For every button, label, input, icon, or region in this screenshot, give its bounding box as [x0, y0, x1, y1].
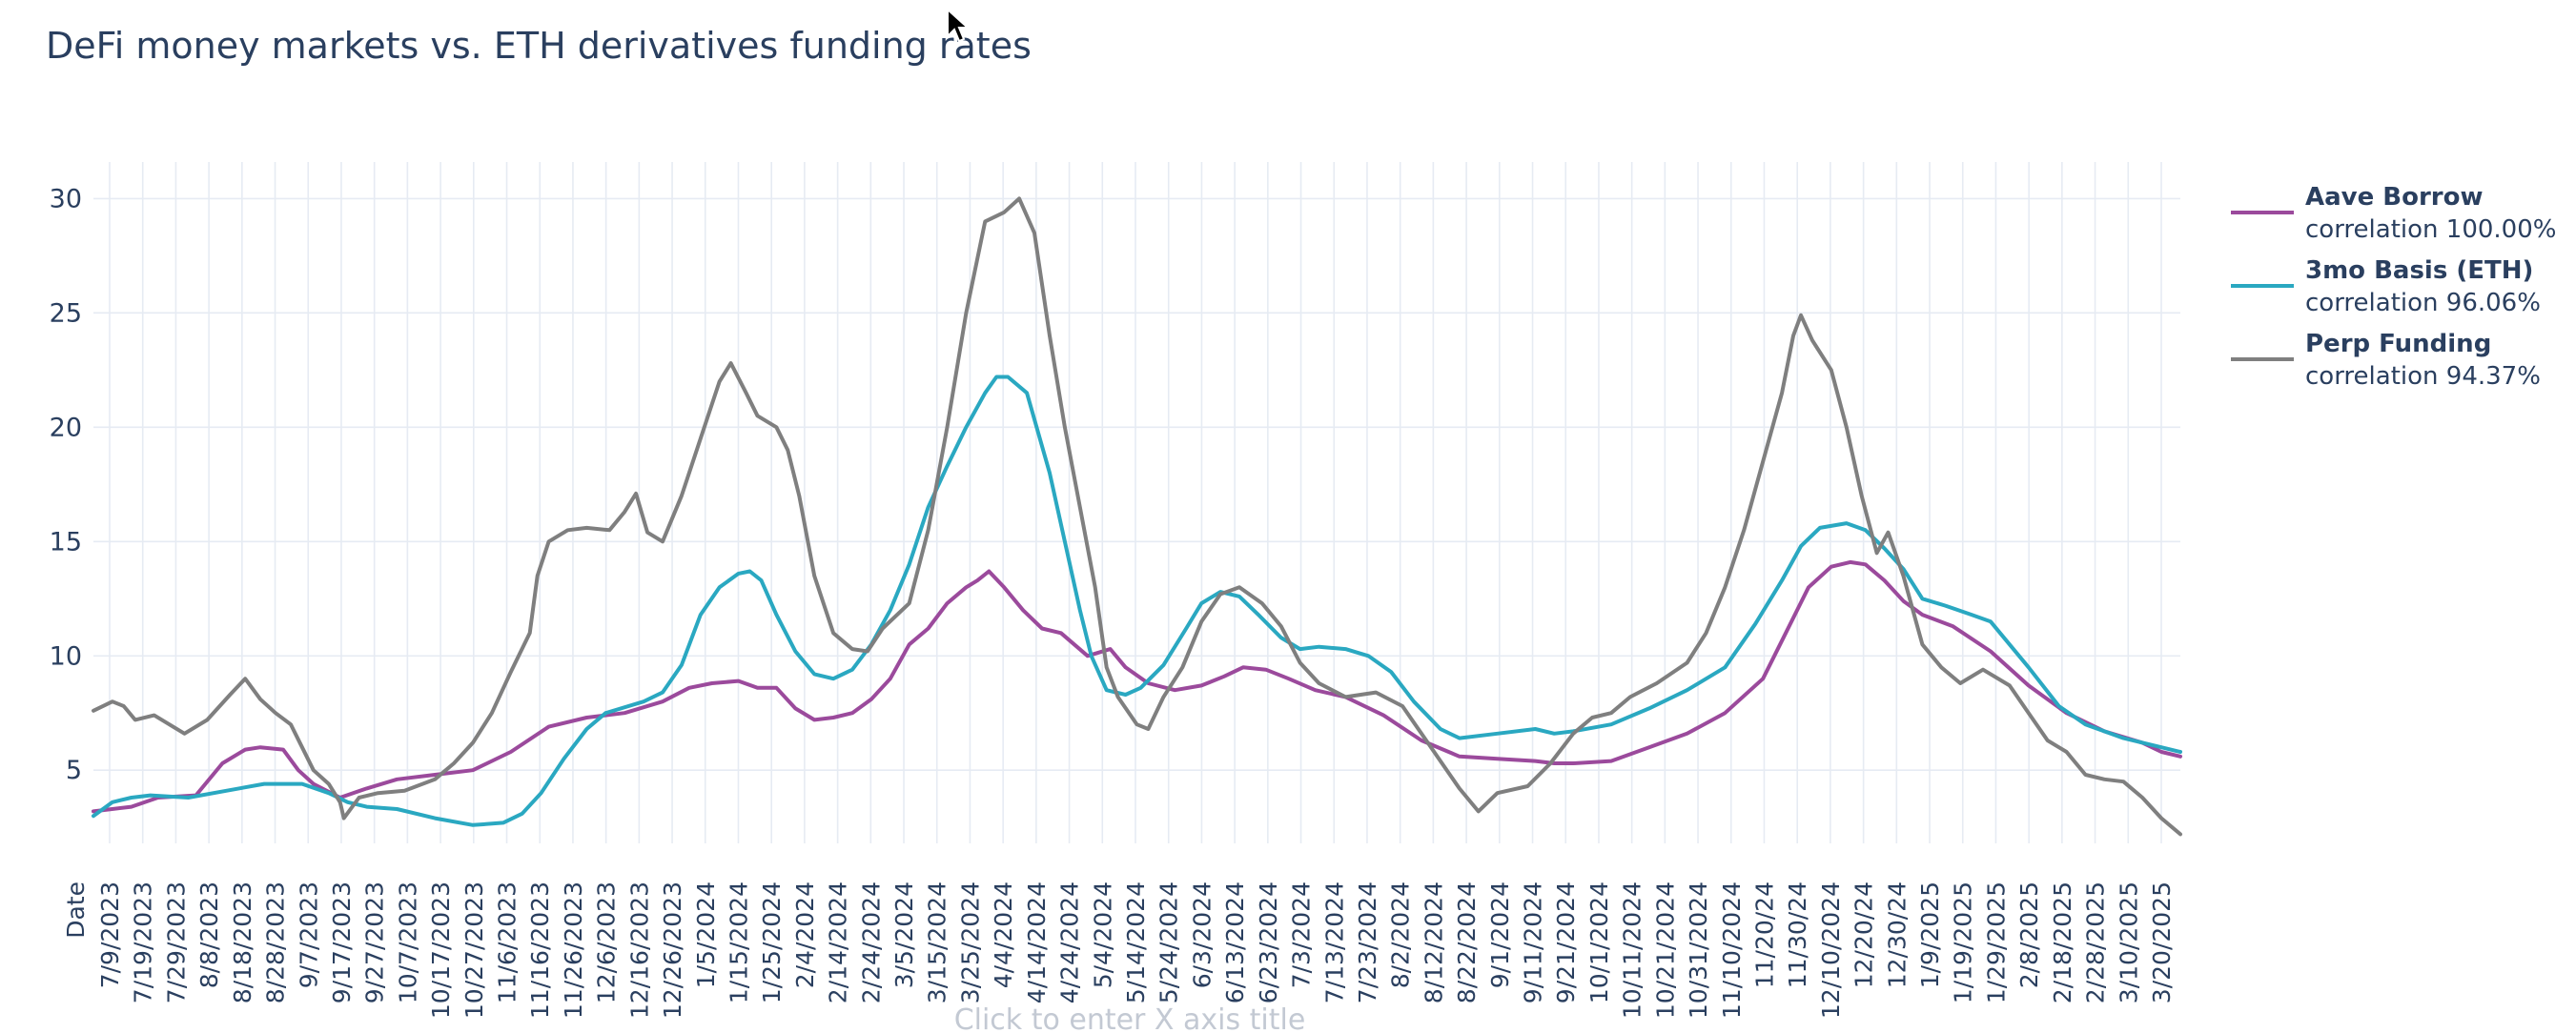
x-tick-label: 2/18/2025	[2049, 881, 2076, 1003]
x-tick-label: 1/5/2024	[692, 881, 720, 988]
x-tick-label: 10/7/2023	[394, 881, 421, 1003]
x-tick-label: 8/18/2023	[229, 881, 256, 1003]
y-tick-label: 25	[50, 298, 82, 328]
x-tick-label: 2/8/2025	[2015, 881, 2043, 988]
legend[interactable]: Aave Borrow correlation 100.00% 3mo Basis …	[2231, 183, 2556, 391]
legend-item[interactable]: Aave Borrow correlation 100.00%	[2231, 183, 2556, 244]
x-tick-label: 10/1/2024	[1585, 881, 1613, 1003]
y-tick-label: 15	[50, 527, 82, 557]
x-tick-label: 7/13/2024	[1320, 881, 1348, 1003]
x-tick-label: 4/4/2024	[990, 881, 1017, 988]
legend-item[interactable]: 3mo Basis (ETH) correlation 96.06%	[2231, 256, 2541, 317]
series-line-3mo-basis-eth[interactable]	[92, 375, 2182, 827]
x-axis-ticks: Date 7/9/2023 7/19/2023 7/29/2023 8/8/2023 8/…	[62, 881, 2176, 1019]
x-tick-label: 11/16/2023	[526, 881, 554, 1019]
x-tick-label: 8/2/2024	[1387, 881, 1415, 988]
x-tick-label: 1/15/2024	[725, 881, 752, 1003]
x-tick-label: 1/9/2025	[1916, 881, 1944, 988]
x-tick-label: 10/21/2024	[1651, 881, 1679, 1019]
x-tick-label: 1/29/2025	[1982, 881, 2010, 1003]
grid	[93, 162, 2180, 843]
y-tick-label: 30	[50, 184, 82, 213]
series-line-aave-borrow[interactable]	[92, 559, 2182, 814]
x-tick-label: 9/21/2024	[1552, 881, 1580, 1003]
x-tick-label: 7/19/2023	[130, 881, 157, 1003]
series-lines	[92, 196, 2182, 837]
x-tick-label: 2/24/2024	[857, 881, 885, 1003]
x-tick-label: 8/12/2024	[1420, 881, 1447, 1003]
x-tick-label: 2/14/2024	[825, 881, 852, 1003]
x-tick-label: 7/9/2023	[96, 881, 124, 988]
x-tick-label: 11/26/2023	[560, 881, 587, 1019]
x-tick-label: 3/10/2025	[2115, 881, 2142, 1003]
legend-correlation: correlation 94.37%	[2305, 362, 2541, 391]
x-tick-label: 11/10/2024	[1718, 881, 1746, 1019]
legend-series-name: Perp Funding	[2305, 330, 2491, 358]
x-tick-label: 12/30/24	[1883, 881, 1911, 988]
x-tick-label: 10/11/2024	[1619, 881, 1646, 1019]
x-tick-label: 12/20/24	[1850, 881, 1878, 988]
x-tick-label: 12/16/2023	[625, 881, 653, 1019]
x-tick-label: 9/17/2023	[328, 881, 356, 1003]
x-tick-label: 7/29/2023	[162, 881, 190, 1003]
x-tick-label: 5/4/2024	[1089, 881, 1116, 988]
x-tick-label: 10/17/2023	[427, 881, 455, 1019]
x-axis-title-placeholder[interactable]: Click to enter X axis title	[954, 1003, 1306, 1033]
x-tick-label: 1/25/2024	[758, 881, 786, 1003]
x-tick-label: 9/27/2023	[361, 881, 389, 1003]
x-tick-label: 12/26/2023	[659, 881, 686, 1019]
x-tick-label: 6/13/2024	[1221, 881, 1249, 1003]
legend-correlation: correlation 96.06%	[2305, 289, 2541, 317]
x-tick-label: 6/23/2024	[1255, 881, 1282, 1003]
y-tick-label: 10	[50, 641, 82, 671]
x-tick-label: 8/22/2024	[1453, 881, 1481, 1003]
x-tick-label: 11/6/2023	[494, 881, 521, 1003]
x-tick-label: 5/14/2024	[1122, 881, 1150, 1003]
x-tick-label: 9/1/2024	[1486, 881, 1514, 988]
x-tick-label: 11/20/24	[1750, 881, 1778, 988]
y-tick-label: 20	[50, 413, 82, 442]
legend-item[interactable]: Perp Funding correlation 94.37%	[2231, 330, 2541, 391]
x-tick-label: 8/28/2023	[262, 881, 290, 1003]
legend-series-name: Aave Borrow	[2305, 183, 2484, 212]
x-tick-label: 11/30/24	[1784, 881, 1811, 988]
y-axis-ticks: 5 10 15 20 25 30	[50, 184, 82, 785]
x-tick-label: 9/7/2023	[295, 881, 322, 988]
x-tick-label: 3/15/2024	[924, 881, 951, 1003]
x-tick-label: 12/6/2023	[593, 881, 621, 1003]
mouse-pointer-icon	[947, 8, 971, 43]
legend-correlation: correlation 100.00%	[2305, 215, 2556, 244]
x-tick-label: 3/25/2024	[956, 881, 984, 1003]
x-tick-label: 3/20/2025	[2148, 881, 2176, 1003]
y-tick-label: 5	[66, 756, 82, 785]
x-tick-label: 2/4/2024	[791, 881, 819, 988]
x-tick-label: 4/24/2024	[1056, 881, 1084, 1003]
x-axis-label-date: Date	[62, 881, 90, 939]
x-tick-label: 10/31/2024	[1685, 881, 1712, 1019]
x-tick-label: 5/24/2024	[1155, 881, 1183, 1003]
x-tick-label: 2/28/2025	[2082, 881, 2110, 1003]
x-tick-label: 1/19/2025	[1950, 881, 1977, 1003]
x-tick-label: 3/5/2024	[890, 881, 918, 988]
x-tick-label: 7/3/2024	[1288, 881, 1316, 988]
x-tick-label: 12/10/2024	[1817, 881, 1845, 1019]
chart-title: DeFi money markets vs. ETH derivatives f…	[46, 25, 1032, 67]
series-line-perp-funding[interactable]	[92, 196, 2182, 837]
x-tick-label: 9/11/2024	[1520, 881, 1547, 1003]
x-tick-label: 4/14/2024	[1023, 881, 1051, 1003]
x-tick-label: 10/27/2023	[460, 881, 488, 1019]
x-tick-label: 6/3/2024	[1188, 881, 1216, 988]
legend-series-name: 3mo Basis (ETH)	[2305, 256, 2533, 285]
x-tick-label: 8/8/2023	[195, 881, 223, 988]
x-tick-label: 7/23/2024	[1354, 881, 1381, 1003]
